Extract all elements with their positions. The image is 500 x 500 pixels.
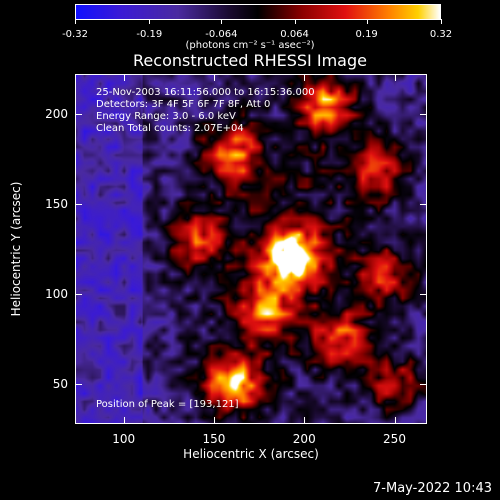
colorbar-tick-mark bbox=[221, 19, 223, 24]
y-tick-mark bbox=[420, 384, 427, 386]
colorbar-tick-label: 0.32 bbox=[429, 29, 453, 40]
y-tick-mark bbox=[420, 203, 427, 205]
x-tick-mark bbox=[304, 417, 306, 424]
timestamp: 7-May-2022 10:43 bbox=[373, 481, 492, 496]
y-tick-mark bbox=[420, 294, 427, 296]
x-tick-label: 250 bbox=[383, 432, 406, 446]
x-tick-mark bbox=[394, 417, 396, 424]
annotation-detectors: Detectors: 3F 4F 5F 6F 7F 8F, Att 0 bbox=[96, 99, 271, 110]
colorbar-tick-label: 0.064 bbox=[280, 29, 309, 40]
colorbar-tick-label: -0.064 bbox=[205, 29, 238, 40]
x-tick-mark bbox=[213, 417, 215, 424]
x-tick-mark bbox=[123, 74, 125, 81]
y-tick-label: 100 bbox=[45, 287, 68, 302]
colorbar-tick-mark bbox=[441, 19, 442, 24]
y-tick-label: 50 bbox=[52, 377, 68, 392]
x-tick-mark bbox=[304, 74, 306, 81]
plot-area: 25-Nov-2003 16:11:56.000 to 16:15:36.000… bbox=[75, 74, 427, 424]
heatmap-image bbox=[76, 75, 426, 423]
colorbar bbox=[75, 4, 441, 20]
x-axis-label: Heliocentric X (arcsec) bbox=[183, 447, 319, 461]
colorbar-tick-label: -0.19 bbox=[136, 29, 163, 40]
x-tick-mark bbox=[213, 74, 215, 81]
y-tick-mark bbox=[75, 384, 82, 386]
annotation-peak-position: Position of Peak = [193,121] bbox=[96, 399, 239, 410]
annotation-energy-range: Energy Range: 3.0 - 6.0 keV bbox=[96, 111, 236, 122]
y-tick-label: 150 bbox=[45, 196, 68, 211]
colorbar-tick-mark bbox=[149, 19, 151, 24]
colorbar-tick-mark bbox=[366, 19, 368, 24]
y-tick-mark bbox=[420, 113, 427, 115]
x-tick-label: 200 bbox=[292, 432, 316, 446]
y-tick-mark bbox=[75, 203, 82, 205]
chart-title: Reconstructed RHESSI Image bbox=[133, 51, 367, 70]
y-tick-mark bbox=[75, 113, 82, 115]
colorbar-tick-mark bbox=[294, 19, 296, 24]
colorbar-units-label: (photons cm⁻² s⁻¹ asec⁻²) bbox=[185, 40, 315, 51]
annotation-clean-counts: Clean Total counts: 2.07E+04 bbox=[96, 123, 244, 134]
colorbar-tick-label: -0.32 bbox=[62, 29, 88, 40]
y-axis-label: Heliocentric Y (arcsec) bbox=[9, 181, 23, 317]
x-tick-mark bbox=[123, 417, 125, 424]
x-tick-mark bbox=[394, 74, 396, 81]
colorbar-tick-mark bbox=[75, 19, 76, 24]
colorbar-tick-label: 0.19 bbox=[355, 29, 378, 40]
y-tick-label: 200 bbox=[45, 106, 68, 121]
y-tick-mark bbox=[75, 294, 82, 296]
x-tick-label: 100 bbox=[112, 432, 136, 446]
x-tick-label: 150 bbox=[202, 432, 226, 446]
annotation-time-range: 25-Nov-2003 16:11:56.000 to 16:15:36.000 bbox=[96, 87, 315, 98]
